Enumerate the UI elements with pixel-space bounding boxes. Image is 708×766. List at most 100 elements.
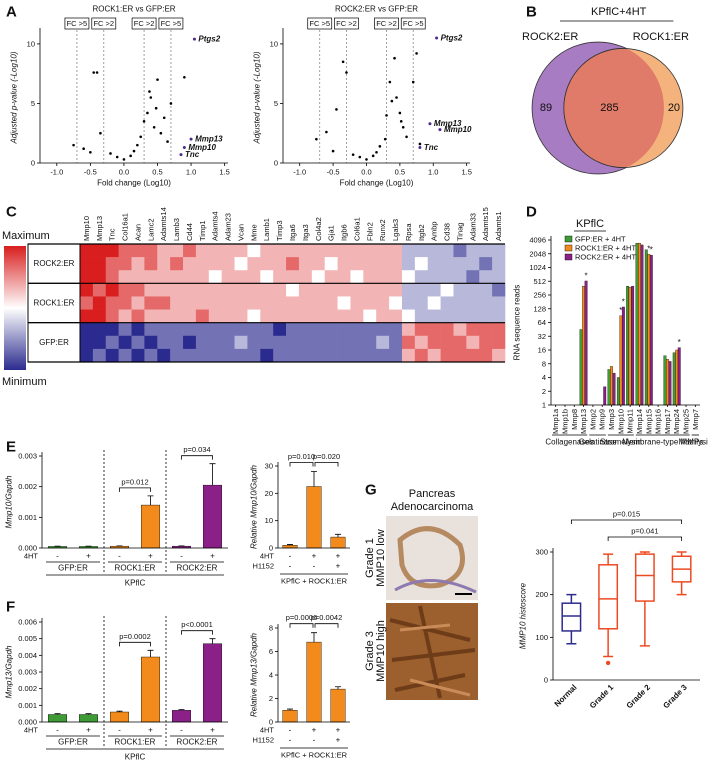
heatmap-cell	[298, 283, 313, 297]
heatmap-cell	[311, 244, 325, 258]
heatmap-cell	[273, 296, 287, 310]
heatmap-cell	[427, 270, 441, 284]
heatmap-cell	[234, 322, 248, 337]
point	[115, 155, 119, 159]
heatmap-cell	[170, 244, 184, 258]
y-tick-label: 1024	[529, 263, 546, 272]
heatmap-cell	[234, 309, 248, 323]
heatmap-cell	[157, 322, 171, 337]
bar	[638, 242, 641, 406]
heatmap-cell	[376, 309, 390, 323]
bar	[649, 255, 653, 406]
heatmap-cell	[376, 270, 390, 284]
outlier	[605, 660, 611, 666]
bar	[282, 710, 298, 723]
heatmap-cell	[105, 283, 119, 297]
heatmap-cell	[247, 309, 261, 323]
heatmap-cell	[350, 270, 364, 284]
heatmap-cell	[492, 257, 506, 271]
bar	[621, 306, 625, 406]
heatmap-cell	[131, 322, 145, 337]
heatmap-cell	[273, 322, 287, 337]
x-tick-label: 0.5	[152, 168, 162, 177]
heatmap-cell	[183, 257, 197, 271]
heatmap-cell	[157, 309, 171, 323]
significance-bracket	[314, 623, 339, 628]
heatmap-cell	[208, 257, 222, 271]
heatmap-cell	[170, 283, 184, 297]
heatmap-cell	[389, 296, 403, 310]
threshold-box	[64, 17, 90, 30]
heatmap-cell	[414, 270, 429, 284]
row-value: -	[289, 736, 292, 745]
heatmap-cell	[144, 322, 158, 337]
heatmap-cell	[195, 244, 210, 258]
row-value: +	[336, 552, 341, 561]
error-bar	[335, 533, 341, 538]
heatmap-cell	[427, 283, 441, 297]
heatmap-cell	[221, 244, 235, 258]
y-axis-label: Mmp10/Gapdh	[5, 475, 14, 528]
bar	[612, 372, 616, 406]
heatmap-cell	[440, 296, 454, 310]
point-label: Mmp10	[188, 143, 216, 152]
point	[335, 108, 338, 111]
heatmap-cell	[363, 257, 377, 271]
heatmap-cell	[131, 270, 145, 284]
heatmap-cell	[324, 335, 338, 350]
heatmap-cell	[92, 244, 107, 258]
y-tick-label: 64	[538, 318, 546, 327]
y-tick-label: 0.003	[18, 452, 37, 461]
heatmap-cell	[298, 348, 313, 363]
threshold-box	[307, 17, 333, 30]
bar	[677, 347, 681, 406]
y-tick-label: 0.000	[18, 544, 37, 553]
group-label: Gelatinase	[578, 438, 617, 447]
point	[99, 131, 102, 135]
error-bar	[335, 686, 341, 690]
point	[152, 125, 156, 129]
gene-label: Runx2	[378, 219, 387, 241]
heatmap-cell	[324, 244, 338, 258]
heatmap-cell	[414, 322, 429, 337]
bar	[635, 242, 639, 406]
heatmap-cell	[401, 257, 416, 271]
gene-label: Adamts14	[159, 207, 168, 241]
box	[598, 564, 619, 630]
y-tick-label: 0.005	[18, 634, 37, 643]
heatmap-cell	[247, 335, 261, 350]
x-axis-label: KPflC + ROCK1:ER	[281, 751, 348, 760]
group-label: ROCK1:ER	[115, 564, 156, 573]
p-value: p=0.0002	[119, 632, 151, 641]
heatmap-cell	[183, 270, 197, 284]
y-tick-label: 2	[542, 387, 546, 396]
heatmap-cell	[363, 270, 377, 284]
gene-label: Acan	[133, 224, 142, 241]
heatmap-cell	[234, 270, 248, 284]
threshold-box	[400, 17, 426, 30]
gene-label: Cd38	[443, 223, 452, 241]
y-tick-label: 20	[265, 489, 273, 498]
bar	[202, 484, 222, 549]
threshold-box	[131, 17, 157, 30]
point-label: Tnc	[185, 150, 200, 159]
group-label: Membrane-type MMPs	[622, 438, 703, 447]
heatmap-cell	[234, 296, 248, 310]
panel-label: A	[6, 4, 17, 21]
point-label: Mmp13	[195, 135, 223, 144]
x-tick-label: Mmp7	[691, 409, 700, 430]
heatmap-cell	[80, 283, 94, 297]
point	[159, 131, 163, 135]
heatmap-cell	[311, 270, 325, 284]
legend-label: ROCK1:ER + 4HT	[575, 244, 636, 253]
micrograph-row-label: MMP10 high	[375, 620, 387, 682]
micrograph-row-label: MMP10 low	[375, 529, 387, 587]
bar	[109, 711, 129, 723]
heatmap-cell	[492, 296, 506, 310]
heatmap-cell	[260, 322, 274, 337]
whisker-high	[603, 553, 614, 565]
heatmap-cell	[389, 335, 403, 350]
row-value: +	[336, 736, 341, 745]
row-label: 4HT	[260, 726, 275, 735]
point-label: Ptgs2	[441, 33, 463, 42]
